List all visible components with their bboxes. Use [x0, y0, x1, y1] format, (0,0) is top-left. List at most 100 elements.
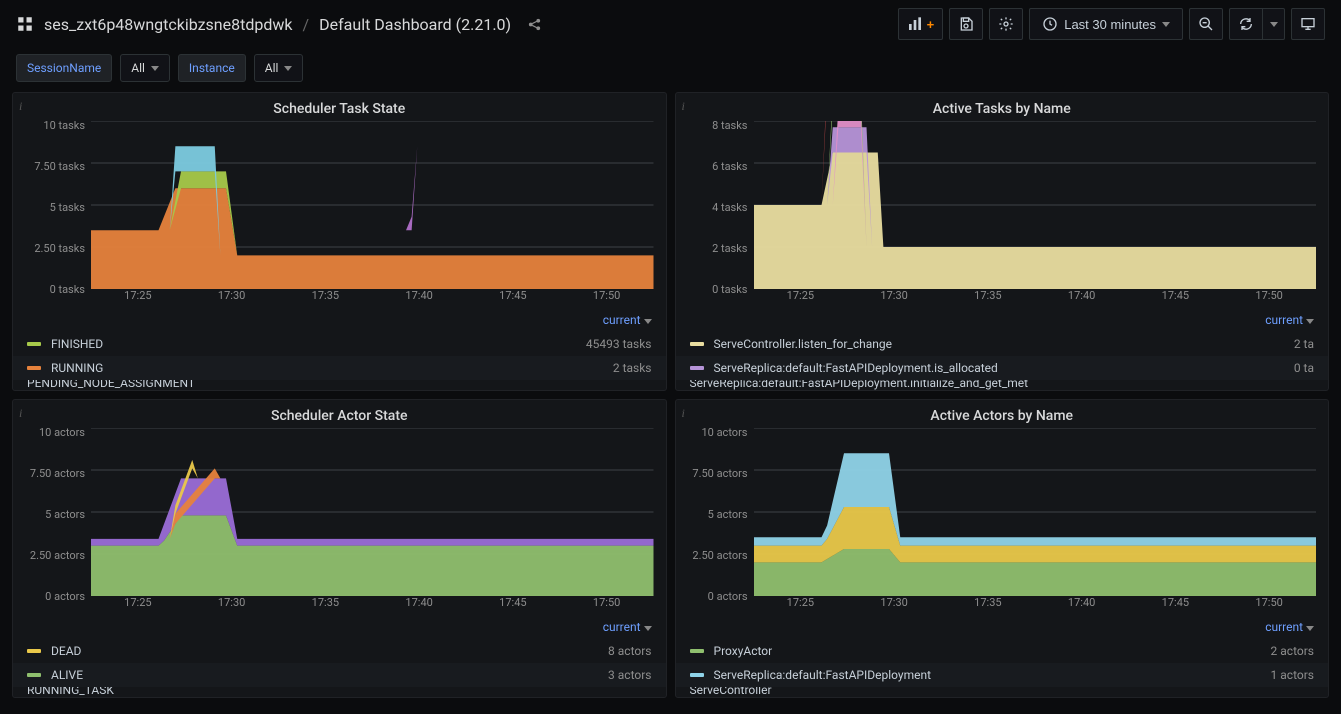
legend: FINISHED 45493 tasks RUNNING 2 tasks PEN…	[13, 332, 666, 390]
legend-value: 45493 tasks	[586, 337, 652, 351]
var-label-sessionname: SessionName	[16, 54, 112, 82]
chart-area[interactable]: 8 tasks6 tasks4 tasks2 tasks0 tasks	[676, 121, 1329, 289]
plus-icon: +	[927, 17, 935, 32]
var-value-instance: All	[265, 61, 279, 75]
legend-sort[interactable]: current	[603, 620, 652, 634]
legend-row[interactable]: RUNNING 2 tasks	[13, 356, 666, 380]
legend-swatch	[690, 342, 704, 346]
x-tick: 17:50	[560, 289, 654, 311]
legend-value: 2 ta	[1294, 337, 1314, 351]
add-panel-button[interactable]: +	[898, 8, 944, 40]
bar-chart-icon	[907, 16, 923, 32]
legend-row-cut: ServeController	[676, 687, 1329, 697]
refresh-interval-picker[interactable]	[1263, 8, 1285, 40]
info-icon[interactable]: i	[19, 406, 22, 421]
x-tick: 17:40	[1035, 289, 1129, 311]
x-tick: 17:45	[466, 289, 560, 311]
plot[interactable]	[754, 121, 1317, 289]
legend-label: ServeController.listen_for_change	[714, 337, 892, 351]
legend-sort[interactable]: current	[1265, 620, 1314, 634]
legend-swatch	[27, 649, 41, 653]
x-axis: 17:2517:3017:3517:4017:4517:50	[676, 289, 1329, 311]
y-axis: 10 tasks7.50 tasks5 tasks2.50 tasks0 tas…	[13, 121, 91, 289]
breadcrumb-dashboard[interactable]: Default Dashboard (2.21.0)	[319, 15, 511, 34]
panel-title[interactable]: Scheduler Task State	[13, 93, 666, 121]
save-dashboard-button[interactable]	[949, 8, 983, 40]
legend: ProxyActor 2 actors ServeReplica:default…	[676, 639, 1329, 697]
x-tick: 17:25	[91, 596, 185, 618]
dashboard-settings-button[interactable]	[989, 8, 1023, 40]
panel-title[interactable]: Active Tasks by Name	[676, 93, 1329, 121]
var-select-instance[interactable]: All	[254, 54, 304, 82]
x-tick: 17:25	[754, 596, 848, 618]
chevron-down-icon	[284, 66, 292, 71]
panel-p3: i Scheduler Actor State 10 actors7.50 ac…	[12, 399, 667, 698]
plot[interactable]	[91, 428, 654, 596]
x-tick: 17:25	[754, 289, 848, 311]
chevron-down-icon	[1306, 319, 1314, 324]
plot[interactable]	[754, 428, 1317, 596]
zoom-out-icon	[1198, 16, 1214, 32]
x-tick: 17:45	[466, 596, 560, 618]
legend-label: ProxyActor	[714, 644, 773, 658]
chevron-down-icon	[1306, 626, 1314, 631]
panel-p4: i Active Actors by Name 10 actors7.50 ac…	[675, 399, 1330, 698]
legend-swatch	[27, 673, 41, 677]
x-tick: 17:45	[1129, 596, 1223, 618]
x-axis: 17:2517:3017:3517:4017:4517:50	[13, 596, 666, 618]
zoom-out-button[interactable]	[1189, 8, 1223, 40]
refresh-button[interactable]	[1229, 8, 1263, 40]
x-tick: 17:50	[1222, 289, 1316, 311]
panel-title[interactable]: Scheduler Actor State	[13, 400, 666, 428]
info-icon[interactable]: i	[682, 406, 685, 421]
legend-swatch	[690, 366, 704, 370]
x-tick: 17:40	[372, 289, 466, 311]
var-select-sessionname[interactable]: All	[120, 54, 170, 82]
legend-row-cut: ServeReplica:default:FastAPIDeployment.i…	[676, 380, 1329, 390]
legend-row-cut: PENDING_NODE_ASSIGNMENT	[13, 380, 666, 390]
legend-row[interactable]: ServeReplica:default:FastAPIDeployment.i…	[676, 356, 1329, 380]
time-range-picker[interactable]: Last 30 minutes	[1029, 8, 1183, 40]
chart-area[interactable]: 10 actors7.50 actors5 actors2.50 actors0…	[676, 428, 1329, 596]
info-icon[interactable]: i	[682, 99, 685, 114]
legend-value: 0 ta	[1294, 361, 1314, 375]
clock-icon	[1042, 16, 1058, 32]
legend-sort[interactable]: current	[1265, 313, 1314, 327]
y-axis: 8 tasks6 tasks4 tasks2 tasks0 tasks	[676, 121, 754, 289]
template-variables: SessionName All Instance All	[0, 48, 1341, 92]
y-axis: 10 actors7.50 actors5 actors2.50 actors0…	[13, 428, 91, 596]
toolbar: + Last 30 minutes	[898, 8, 1325, 40]
chart-area[interactable]: 10 tasks7.50 tasks5 tasks2.50 tasks0 tas…	[13, 121, 666, 289]
legend-row[interactable]: FINISHED 45493 tasks	[13, 332, 666, 356]
legend-row[interactable]: DEAD 8 actors	[13, 639, 666, 663]
info-icon[interactable]: i	[19, 99, 22, 114]
view-mode-button[interactable]	[1291, 8, 1325, 40]
chevron-down-icon	[644, 319, 652, 324]
legend-value: 2 tasks	[613, 361, 652, 375]
share-icon[interactable]	[527, 17, 542, 32]
var-label-instance: Instance	[178, 54, 246, 82]
panel-title[interactable]: Active Actors by Name	[676, 400, 1329, 428]
legend-swatch	[27, 366, 41, 370]
panel-p1: i Scheduler Task State 10 tasks7.50 task…	[12, 92, 667, 391]
x-tick: 17:50	[560, 596, 654, 618]
chevron-down-icon	[1270, 22, 1278, 27]
x-tick: 17:40	[1035, 596, 1129, 618]
legend: ServeController.listen_for_change 2 ta S…	[676, 332, 1329, 390]
y-axis: 10 actors7.50 actors5 actors2.50 actors0…	[676, 428, 754, 596]
legend-row[interactable]: ServeController.listen_for_change 2 ta	[676, 332, 1329, 356]
x-tick: 17:30	[185, 596, 279, 618]
legend-label: RUNNING	[51, 361, 103, 375]
legend-sort[interactable]: current	[603, 313, 652, 327]
legend-row[interactable]: ProxyActor 2 actors	[676, 639, 1329, 663]
legend-row[interactable]: ServeReplica:default:FastAPIDeployment 1…	[676, 663, 1329, 687]
breadcrumb-workspace[interactable]: ses_zxt6p48wngtckibzsne8tdpdwk	[44, 15, 293, 34]
x-tick: 17:35	[279, 289, 373, 311]
x-tick: 17:40	[372, 596, 466, 618]
legend-swatch	[27, 342, 41, 346]
chart-area[interactable]: 10 actors7.50 actors5 actors2.50 actors0…	[13, 428, 666, 596]
chevron-down-icon	[151, 66, 159, 71]
plot[interactable]	[91, 121, 654, 289]
legend-row[interactable]: ALIVE 3 actors	[13, 663, 666, 687]
breadcrumb: ses_zxt6p48wngtckibzsne8tdpdwk / Default…	[16, 15, 542, 34]
